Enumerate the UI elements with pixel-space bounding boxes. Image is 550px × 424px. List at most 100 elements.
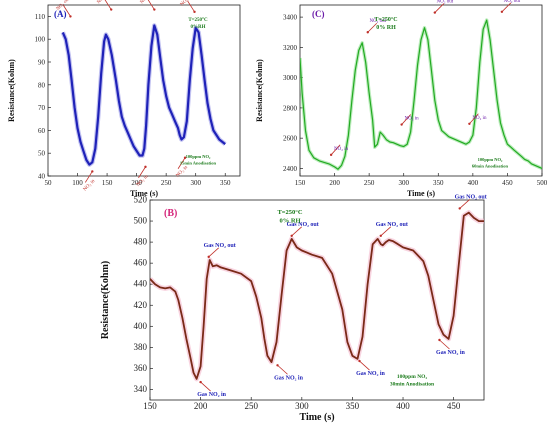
y-tick-label: 380 [134, 342, 148, 352]
annotation-label: NO₂ in [83, 179, 97, 193]
sample-note: 60min Anodisation [472, 164, 509, 169]
annotation-arrow [291, 226, 302, 237]
annotation-arrow [439, 339, 450, 350]
x-tick-label: 350 [433, 179, 444, 187]
sample-note: 30min Anodisation [390, 382, 434, 388]
x-tick-label: 150 [102, 179, 113, 187]
annotation-label: NO₂ out [56, 0, 72, 12]
annotation-arrowhead [468, 122, 471, 125]
annotation-arrowhead [366, 31, 369, 34]
y-tick-label: 100 [35, 36, 46, 44]
panel-c: 150 200 250 300 350 400 450 500 2400 2600 2800 3000… [255, 0, 548, 198]
annotation-arrowhead [110, 8, 113, 11]
condition-label: 0%RH [191, 25, 206, 30]
annotation-arrow [501, 2, 512, 13]
annotation-arrow [330, 144, 341, 156]
y-tick-label: 2800 [283, 104, 298, 112]
y-tick-label: 60 [38, 127, 46, 135]
x-axis-label: Time (s) [299, 412, 334, 423]
y-tick-label: 360 [134, 363, 148, 373]
y-tick-label: 480 [134, 237, 148, 247]
y-tick-label: 440 [134, 279, 148, 289]
annotation-arrow [459, 199, 470, 209]
annotation-arrow [367, 22, 378, 33]
condition-label: T=250°C [277, 209, 302, 216]
annotation-arrowhead [329, 153, 333, 157]
annotation-arrowhead [91, 170, 94, 173]
y-tick-label: 80 [38, 81, 46, 89]
x-tick-label: 200 [131, 179, 142, 187]
annotation-arrow [84, 171, 93, 183]
x-tick-label: 200 [329, 179, 340, 187]
x-tick-label: 450 [502, 179, 513, 187]
y-tick-label: 3400 [283, 14, 298, 22]
y-tick-label: 90 [38, 59, 46, 67]
sample-note: 100ppm NO₂ [397, 374, 428, 380]
annotation-arrowhead [433, 11, 437, 14]
panel-label: (A) [54, 9, 67, 19]
x-tick-label: 350 [346, 401, 360, 411]
annotation-arrowhead [379, 234, 382, 237]
annotation-arrow [200, 381, 211, 392]
x-axis-label: Time (s) [130, 189, 158, 198]
annotation-label: NO₂ in [405, 117, 420, 122]
plot-frame [299, 4, 543, 177]
panel-label: (C) [312, 9, 325, 19]
annotation-arrow [277, 364, 288, 375]
y-axis-label: Resistance(Kohm) [7, 59, 16, 122]
panel-a: 50 100 150 200 250 300 350405060708090100110Ti… [7, 0, 241, 198]
y-tick-label: 340 [134, 384, 148, 394]
x-tick-label: 500 [537, 179, 548, 187]
x-axis-label: Time (s) [407, 189, 435, 198]
x-tick-label: 300 [295, 401, 309, 411]
annotation-arrowhead [199, 380, 202, 384]
annotation-label: NO₂ out [504, 0, 521, 4]
annotation-label: NO₂ out [369, 19, 386, 24]
y-tick-label: 420 [134, 300, 148, 310]
panel-b: 150 200 250 300 350 400 450 340 360 380 400 420 440 4… [100, 194, 487, 423]
annotation-arrow [187, 0, 195, 13]
annotation-label: NO₂ out [97, 0, 113, 5]
condition-label: T=250°C [374, 16, 397, 23]
panel-label: (B) [164, 208, 177, 219]
y-tick-label: 460 [134, 258, 148, 268]
sample-note: 100ppm NO₂ [478, 157, 503, 162]
annotation-label: NO₂ out [140, 0, 156, 5]
annotation-arrowhead [193, 10, 196, 14]
x-tick-label: 100 [72, 179, 83, 187]
x-tick-label: 50 [45, 179, 53, 187]
annotation-arrow [469, 113, 479, 125]
annotation-arrow [380, 226, 392, 237]
annotation-arrow [401, 114, 411, 125]
series-line [150, 211, 484, 380]
annotation-label: Gas NO₂ in [436, 350, 465, 356]
x-tick-label: 250 [364, 179, 375, 187]
condition-label: T=250°C [188, 18, 208, 23]
annotation-arrowhead [358, 359, 361, 363]
annotation-label: NO₂ in [334, 147, 349, 152]
y-tick-label: 50 [38, 150, 46, 158]
x-tick-label: 350 [220, 179, 231, 187]
y-tick-label: 70 [38, 104, 46, 112]
annotation-label: Gas NO₂ in [197, 392, 226, 398]
annotation-label: Gas NO₂ out [287, 222, 319, 228]
annotation-arrowhead [276, 364, 279, 367]
annotation-label: NO₂ in [472, 116, 487, 121]
x-tick-label: 150 [143, 401, 157, 411]
annotation-arrowhead [69, 15, 72, 18]
x-tick-label: 450 [447, 401, 461, 411]
y-axis-label: Resistance(Kohm) [255, 59, 264, 122]
annotation-label: Gas NO₂ out [376, 222, 408, 228]
sample-note: 100ppm NO₂ [186, 154, 211, 159]
series-line [300, 19, 542, 170]
annotation-arrow [434, 3, 445, 13]
series-line [61, 24, 226, 166]
y-tick-label: 40 [38, 173, 46, 181]
annotation-label: Gas NO₂ in [274, 375, 303, 381]
annotation-label: NO₂ out [437, 0, 454, 5]
x-tick-label: 400 [468, 179, 479, 187]
x-tick-label: 150 [295, 179, 306, 187]
y-tick-label: 400 [134, 321, 148, 331]
x-tick-label: 300 [398, 179, 409, 187]
